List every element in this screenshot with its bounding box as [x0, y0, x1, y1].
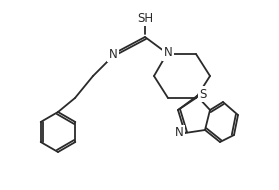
Text: S: S — [199, 88, 207, 101]
Text: N: N — [109, 48, 117, 60]
Text: SH: SH — [137, 12, 153, 25]
Text: N: N — [175, 127, 183, 139]
Text: N: N — [163, 47, 172, 59]
